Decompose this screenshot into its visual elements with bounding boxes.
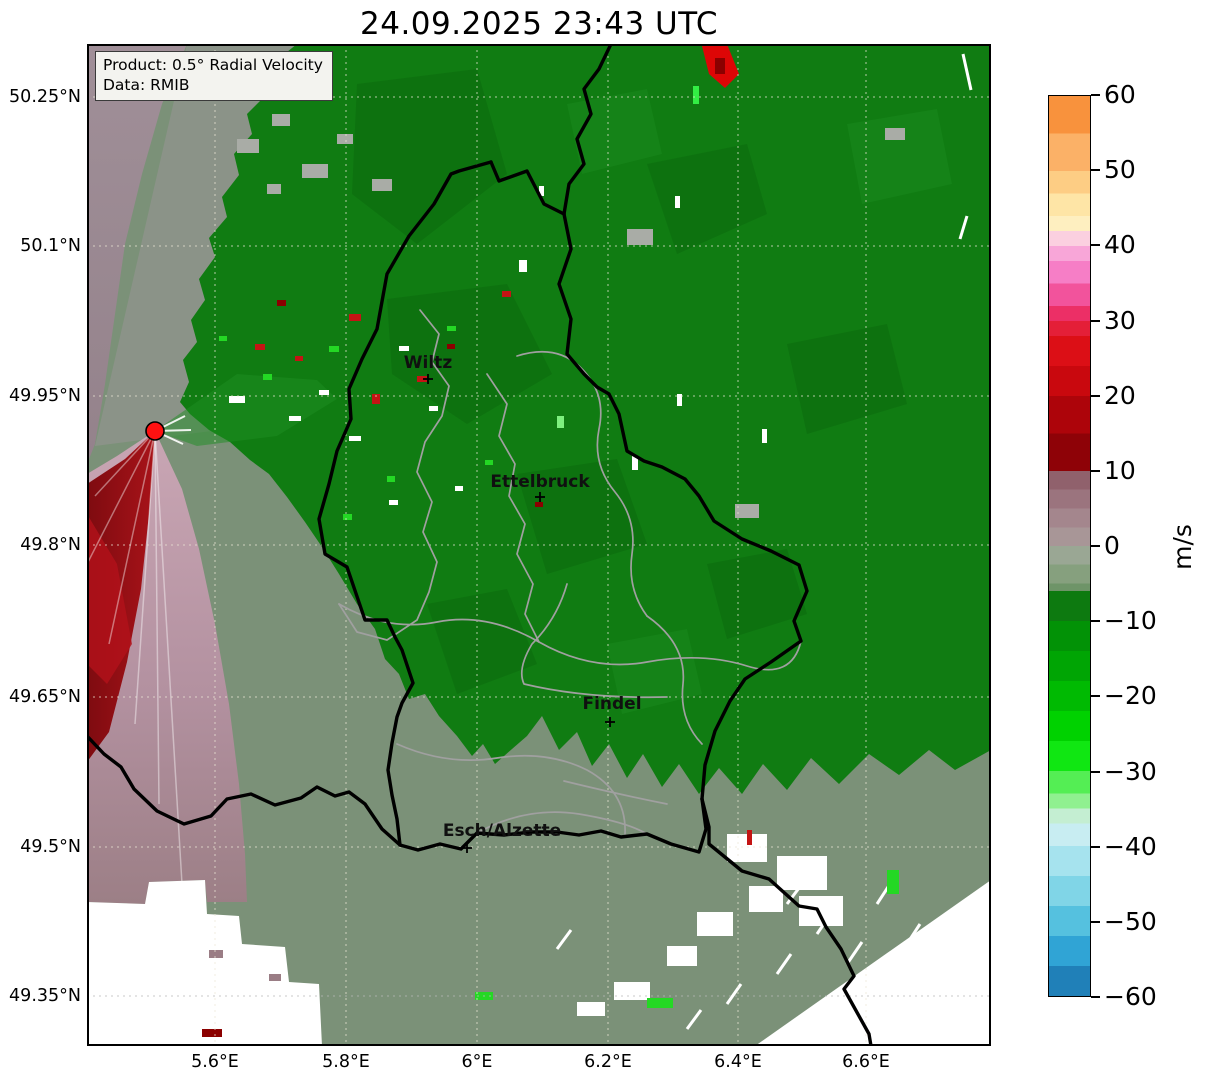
border-lu-east (557, 212, 809, 801)
y-tick-label: 50.25°N (9, 87, 81, 107)
product-info-box: Product: 0.5° Radial Velocity Data: RMIB (95, 51, 333, 102)
city-markers (423, 374, 615, 853)
colorbar-label: 0 (1104, 531, 1120, 560)
y-tick-label: 49.5°N (20, 837, 81, 857)
city-label-ettelbruck: Ettelbruck (490, 472, 590, 492)
city-label-wiltz: Wiltz (403, 353, 453, 373)
city-label-esch: Esch/Alzette (442, 821, 562, 841)
colorbar-unit-label: m/s (1168, 524, 1197, 570)
field-dark-green (180, 44, 991, 794)
radar-spokes (87, 430, 183, 885)
colorbar-label: 20 (1104, 381, 1136, 410)
field-mauve (87, 44, 187, 464)
noise-white (229, 186, 767, 505)
border-fr-de (700, 797, 873, 1046)
data-source-line: Data: RMIB (103, 76, 190, 95)
colorbar-label: −50 (1104, 907, 1157, 936)
colorbar-tick (1091, 771, 1100, 773)
colorbar-label: −10 (1104, 606, 1157, 635)
colorbar-tick (1091, 695, 1100, 697)
city-marker-findel (605, 717, 615, 727)
storm-cell-top (702, 44, 739, 88)
noise-red (255, 291, 752, 845)
map-frame (87, 44, 991, 1046)
city-marker-ettelbruck (535, 492, 545, 502)
noise-dark-red (202, 300, 543, 1037)
colorbar-tick (1091, 846, 1100, 848)
border-lu-west (317, 160, 493, 847)
colorbar-label: −30 (1104, 757, 1157, 786)
y-tick-label: 49.35°N (9, 986, 81, 1006)
x-tick-label: 5.6°E (191, 1052, 239, 1072)
x-tick-label: 6.4°E (714, 1052, 762, 1072)
colorbar-tick (1091, 996, 1100, 998)
colorbar-tick (1091, 470, 1100, 472)
border-lu-south (398, 797, 708, 854)
country-borders (87, 44, 873, 1046)
map-canvas (87, 44, 991, 1046)
noise-mauve (209, 950, 281, 981)
y-tick-label: 49.8°N (20, 535, 81, 555)
colorbar-tick (1091, 169, 1100, 171)
radar-east-fan (155, 374, 337, 446)
radar-dot (145, 421, 165, 441)
field-dark-red-inner (87, 514, 132, 684)
colorbar-tick (1091, 545, 1100, 547)
nodata-bottom-left (87, 880, 322, 1046)
city-marker-wiltz (423, 374, 433, 384)
colorbar-label: 60 (1104, 80, 1136, 109)
noise-gray (237, 114, 905, 518)
colorbar-label: −60 (1104, 982, 1157, 1011)
x-tick-label: 6°E (461, 1052, 493, 1072)
colorbar-label: 40 (1104, 230, 1136, 259)
nodata-patches (177, 834, 843, 1016)
city-label-findel: Findel (582, 694, 642, 714)
page-title: 24.09.2025 23:43 UTC (360, 6, 718, 42)
border-lu-north (489, 160, 566, 216)
x-tick-label: 5.8°E (322, 1052, 370, 1072)
graticule (87, 44, 991, 1046)
colorbar-tick (1091, 921, 1100, 923)
border-be-de (562, 44, 613, 216)
colorbar-gradient (1048, 95, 1091, 997)
colorbar-label: −20 (1104, 681, 1157, 710)
border-fr-be (87, 734, 402, 847)
colorbar-tick (1091, 244, 1100, 246)
x-tick-label: 6.2°E (584, 1052, 632, 1072)
product-line: Product: 0.5° Radial Velocity (103, 56, 323, 74)
colorbar-tick (1091, 620, 1100, 622)
colorbar-label: −40 (1104, 832, 1157, 861)
x-tick-label: 6.6°E (842, 1052, 890, 1072)
y-tick-label: 50.1°N (20, 236, 81, 256)
y-tick-label: 49.95°N (9, 386, 81, 406)
y-tick-label: 49.65°N (9, 687, 81, 707)
colorbar-label: 30 (1104, 306, 1136, 335)
nodata-bottom-right (755, 880, 991, 1046)
city-marker-esch (462, 843, 472, 853)
colorbar-tick (1091, 94, 1100, 96)
colorbar-label: 10 (1104, 456, 1136, 485)
colorbar-tick (1091, 395, 1100, 397)
colorbar-label: 50 (1104, 155, 1136, 184)
district-borders (338, 309, 802, 835)
colorbar-tick (1091, 320, 1100, 322)
